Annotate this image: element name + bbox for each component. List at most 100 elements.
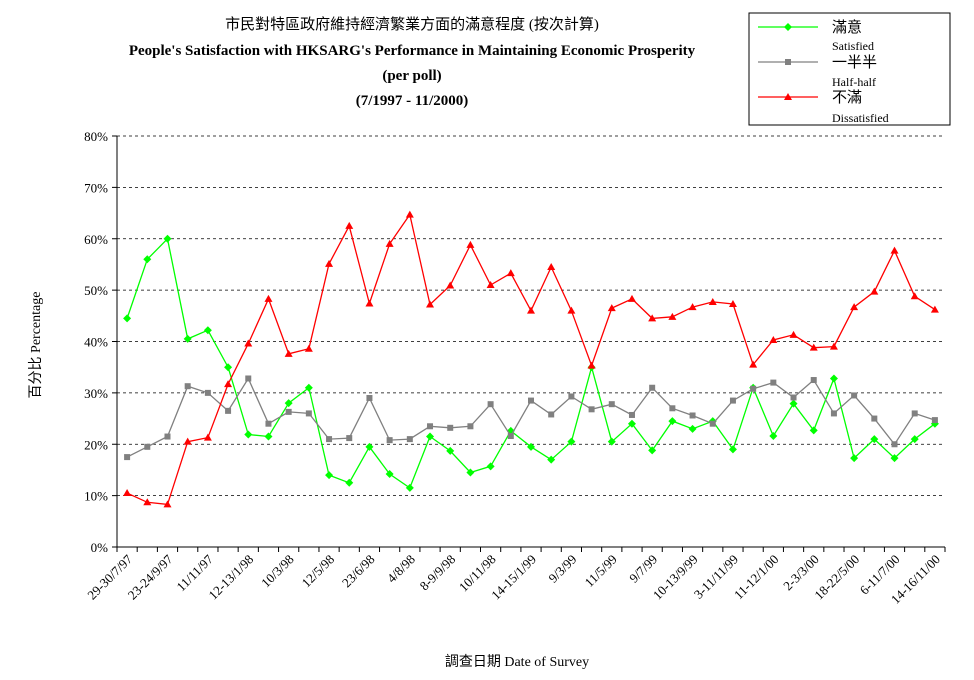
data-point-dissatisfied [910, 292, 919, 300]
data-point-satisfied [284, 399, 293, 408]
y-tick-label: 40% [84, 335, 108, 350]
legend-label-half-half-zh: 一半半 [832, 54, 877, 71]
data-point-satisfied [244, 430, 253, 439]
data-point-dissatisfied [547, 263, 556, 271]
legend-item-half-half: 一半半 Half-half [758, 54, 877, 89]
data-point-dissatisfied [627, 294, 636, 302]
data-point-half-half [447, 424, 454, 431]
x-tick-label: 10/3/98 [258, 552, 297, 591]
chart-title-line-3: (per poll) [382, 68, 441, 84]
data-point-dissatisfied [850, 303, 859, 311]
data-point-dissatisfied [203, 433, 212, 441]
data-point-satisfied [769, 432, 778, 441]
data-point-half-half [669, 405, 676, 412]
data-point-dissatisfied [345, 221, 354, 229]
data-point-dissatisfied [527, 306, 535, 314]
data-point-half-half [790, 394, 797, 401]
x-tick-label: 4/8/98 [384, 552, 418, 586]
y-tick-label: 10% [84, 489, 108, 504]
data-point-satisfied [325, 471, 334, 480]
data-point-satisfied [304, 383, 313, 392]
data-point-half-half [124, 454, 131, 461]
legend-box [748, 12, 951, 126]
data-point-dissatisfied [123, 489, 132, 497]
series-dissatisfied [123, 210, 939, 508]
y-tick-label: 0% [91, 540, 109, 555]
x-tick-label: 11/5/99 [582, 552, 620, 590]
data-point-half-half [851, 392, 858, 399]
y-axis-tick-labels: 0% 10% 20% 30% 40% 50% 60% 70% 80% [84, 129, 108, 555]
data-point-satisfied [850, 454, 859, 463]
data-point-satisfied [446, 446, 455, 455]
x-tick-label: 12-13/1/98 [205, 552, 256, 603]
data-point-dissatisfied [405, 210, 414, 218]
data-point-satisfied [870, 435, 879, 444]
data-point-half-half [326, 436, 333, 443]
data-point-half-half [507, 433, 514, 440]
data-point-dissatisfied [769, 335, 778, 343]
data-point-satisfied [648, 446, 657, 455]
chart-title-line-1: 市民對特區政府維持經濟繁業方面的滿意程度 (按次計算) [225, 15, 599, 33]
data-point-half-half [305, 410, 312, 417]
series-satisfied [123, 234, 939, 492]
data-point-satisfied [345, 478, 354, 487]
legend: 滿意 Satisfied 一半半 Half-half 不滿 Dissatisfi… [748, 12, 951, 126]
series-layer [123, 210, 939, 508]
x-tick-label: 8-9/9/98 [417, 552, 459, 594]
data-point-half-half [709, 420, 716, 427]
data-point-satisfied [163, 234, 172, 243]
data-point-satisfied [486, 462, 495, 471]
data-point-half-half [830, 410, 837, 417]
data-point-dissatisfied [224, 380, 233, 388]
data-point-half-half [204, 389, 211, 396]
chart-title-line-2: People's Satisfaction with HKSARG's Perf… [129, 43, 696, 59]
x-tick-label: 9/7/99 [626, 552, 660, 586]
x-tick-label: 23-24/9/97 [125, 551, 176, 602]
data-point-dissatisfied [486, 280, 495, 288]
data-point-dissatisfied [163, 500, 172, 508]
data-point-half-half [911, 410, 918, 417]
data-point-half-half [386, 437, 393, 444]
data-point-satisfied [385, 470, 394, 479]
legend-label-satisfied-zh: 滿意 [832, 18, 862, 36]
data-point-dissatisfied [688, 303, 697, 311]
data-point-dissatisfied [244, 339, 253, 347]
data-point-half-half [245, 375, 252, 382]
data-point-half-half [588, 406, 595, 413]
data-point-half-half [810, 377, 817, 384]
data-point-dissatisfied [930, 305, 939, 313]
chart-title-line-4: (7/1997 - 11/2000) [356, 93, 469, 109]
data-point-dissatisfied [809, 343, 818, 351]
x-tick-label: 12/5/98 [298, 552, 337, 591]
data-point-satisfied [123, 314, 132, 323]
data-point-dissatisfied [607, 304, 616, 312]
x-tick-label: 18-22/5/00 [811, 552, 862, 603]
data-point-satisfied [829, 374, 838, 383]
x-tick-label: 23/6/98 [339, 552, 378, 591]
grid-lines [112, 135, 945, 548]
data-point-half-half [164, 433, 171, 440]
data-point-dissatisfied [829, 342, 838, 350]
data-point-dissatisfied [446, 281, 455, 289]
legend-label-dissatisfied-zh: 不滿 [832, 89, 862, 106]
data-point-satisfied [466, 468, 475, 477]
series-line-dissatisfied [126, 213, 936, 506]
data-point-dissatisfied [789, 330, 798, 338]
data-point-half-half [891, 441, 898, 448]
data-point-half-half [184, 383, 191, 390]
data-point-dissatisfied [749, 360, 758, 368]
data-point-satisfied [203, 326, 212, 335]
data-point-half-half [548, 411, 555, 418]
data-point-dissatisfied [426, 300, 435, 308]
data-point-half-half [467, 423, 474, 430]
data-point-satisfied [183, 334, 192, 343]
y-tick-label: 20% [84, 437, 108, 452]
data-point-dissatisfied [365, 299, 374, 307]
y-tick-label: 70% [84, 180, 108, 195]
data-point-dissatisfied [567, 306, 576, 314]
data-point-satisfied [728, 445, 737, 454]
data-point-half-half [628, 411, 635, 418]
data-point-dissatisfied [143, 498, 152, 506]
y-tick-label: 60% [84, 232, 108, 247]
data-point-half-half [366, 395, 373, 402]
